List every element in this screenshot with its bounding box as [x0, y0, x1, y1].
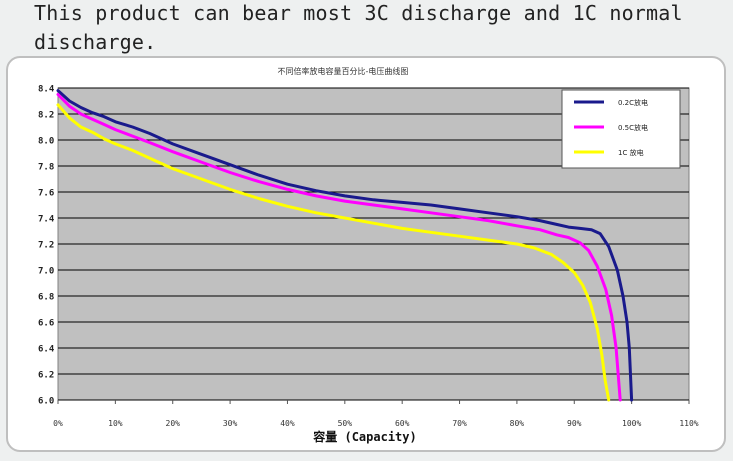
- x-axis-tick-labels: 0% 10% 20% 30% 40% 50% 60% 70% 80% 90% 100% 110%: [53, 400, 699, 428]
- x-tick-label: 70%: [452, 419, 467, 428]
- y-tick-label: 6.4: [38, 345, 55, 355]
- caption-line-1: This product can bear most 3C discharge …: [34, 1, 683, 25]
- legend-label: 1C 放电: [618, 148, 644, 157]
- y-tick-label: 7.0: [38, 267, 54, 277]
- y-tick-label: 6.2: [38, 371, 54, 381]
- x-tick-label: 90%: [567, 419, 582, 428]
- y-tick-label: 7.6: [38, 189, 54, 199]
- y-tick-label: 7.8: [38, 163, 54, 173]
- x-tick-label: 80%: [510, 419, 525, 428]
- x-tick-label: 10%: [108, 419, 123, 428]
- legend-label: 0.2C放电: [618, 98, 648, 107]
- x-axis-label: 容量 (Capacity): [312, 429, 416, 444]
- y-tick-label: 8.2: [38, 111, 54, 121]
- gridlines: [58, 87, 689, 401]
- caption-line-2: discharge.: [34, 30, 157, 54]
- x-tick-label: 30%: [223, 419, 238, 428]
- caption: This product can bear most 3C discharge …: [0, 0, 733, 58]
- chart-title: 不同倍率放电容量百分比-电压曲线图: [278, 66, 409, 76]
- series-lines: [56, 89, 634, 402]
- y-axis-tick-labels: 6.0 6.2 6.4 6.6 6.8 7.0 7.2 7.4 7.6 7.8 8.0 8.2 8.4: [38, 85, 55, 407]
- legend-label: 0.5C放电: [618, 123, 648, 132]
- x-tick-label: 110%: [679, 419, 698, 428]
- legend: 0.2C放电 0.5C放电 1C 放电: [561, 89, 681, 169]
- x-tick-label: 100%: [622, 419, 641, 428]
- x-tick-label: 0%: [53, 419, 63, 428]
- x-tick-label: 50%: [338, 419, 353, 428]
- y-tick-label: 7.2: [38, 241, 54, 251]
- series-line-2: [56, 93, 622, 402]
- y-tick-label: 7.4: [38, 215, 55, 225]
- series-line-3: [56, 103, 611, 402]
- y-tick-label: 6.6: [38, 319, 54, 329]
- x-tick-label: 20%: [166, 419, 181, 428]
- y-tick-label: 8.4: [38, 85, 55, 95]
- y-tick-label: 8.0: [38, 137, 54, 147]
- x-tick-label: 40%: [280, 419, 295, 428]
- x-tick-label: 60%: [395, 419, 410, 428]
- y-tick-label: 6.0: [38, 397, 54, 407]
- y-tick-label: 6.8: [38, 293, 54, 303]
- series-line-1: [56, 89, 634, 402]
